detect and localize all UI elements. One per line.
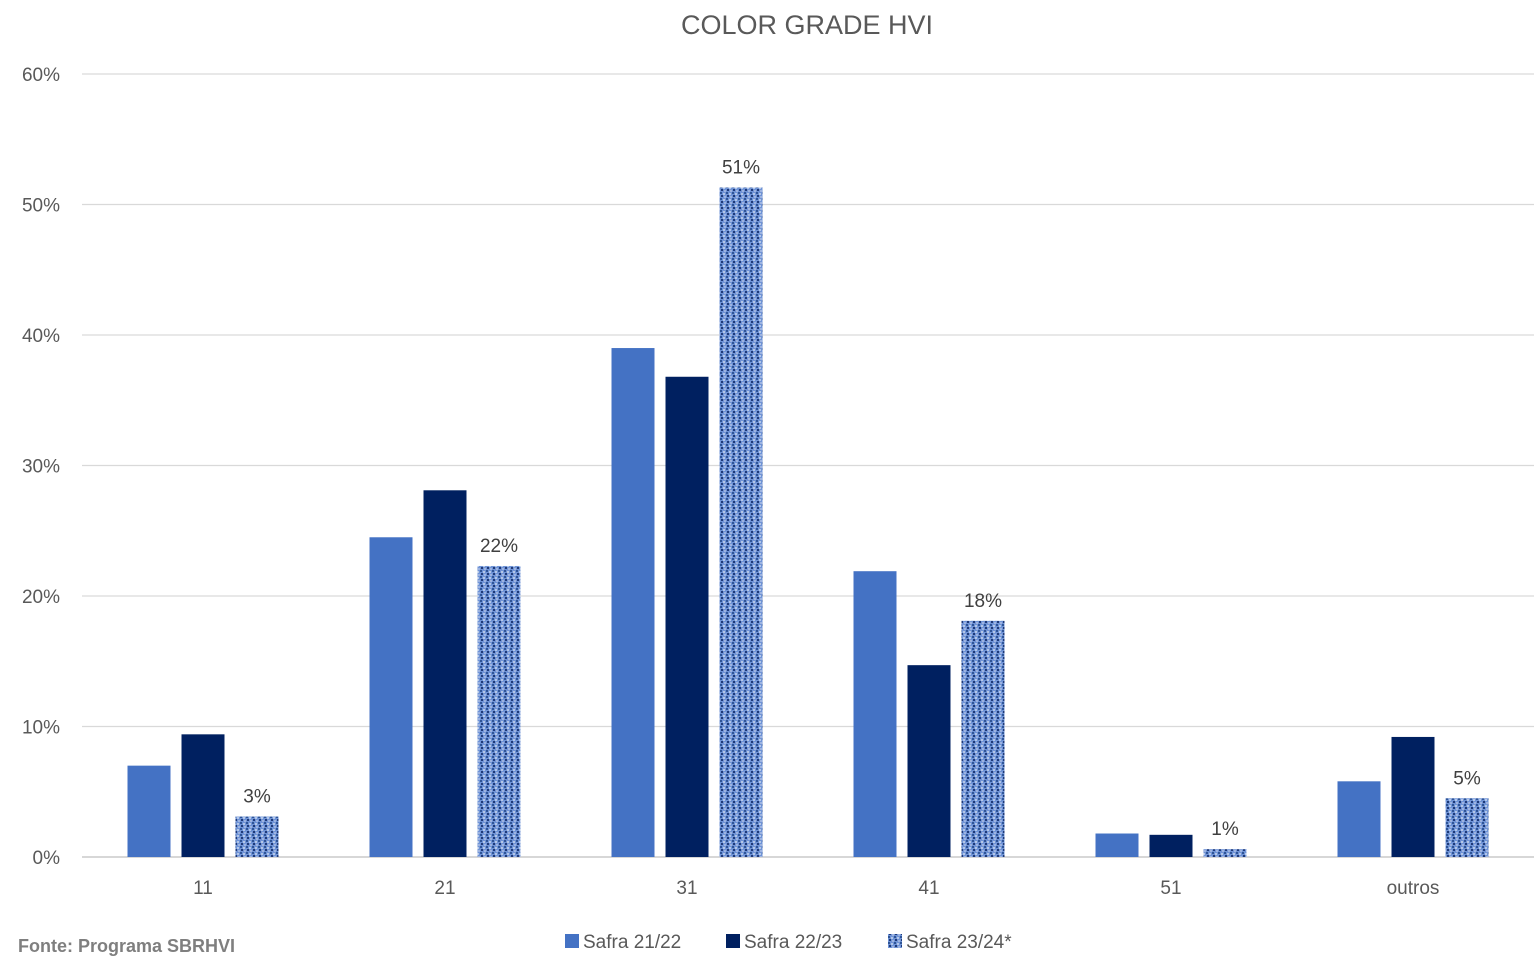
legend-label: Safra 23/24* [906, 932, 1012, 953]
legend-swatch [726, 934, 740, 948]
bar-safra-22-23 [423, 490, 467, 857]
bar-safra-21-22 [611, 348, 655, 857]
bars: 3% 22% 51% 18% 1% 5% [127, 158, 1489, 857]
y-tick-label: 20% [22, 587, 60, 608]
bar-safra-23-24- [235, 816, 279, 857]
bar-safra-21-22 [1095, 833, 1139, 857]
bar-safra-23-24- [961, 620, 1005, 857]
x-tick-label: 31 [676, 878, 697, 899]
x-tick-label: 41 [918, 878, 939, 899]
data-label: 51% [722, 158, 760, 179]
legend-swatch [565, 934, 579, 948]
data-label: 22% [480, 536, 518, 557]
bar-safra-23-24- [1203, 849, 1247, 857]
x-tick-label: 21 [434, 878, 455, 899]
bar-safra-23-24- [1445, 798, 1489, 857]
bar-safra-21-22 [1337, 781, 1381, 857]
bar-safra-22-23 [907, 665, 951, 857]
y-axis: 0% 10% 20% 30% 40% 50% 60% [22, 65, 60, 869]
x-axis: 11 21 31 41 51 outros [193, 878, 1439, 899]
legend-swatch [888, 934, 902, 948]
chart-title: COLOR GRADE HVI [681, 10, 933, 40]
source-note: Fonte: Programa SBRHVI [18, 936, 236, 956]
legend-label: Safra 21/22 [583, 932, 681, 953]
y-tick-label: 50% [22, 196, 60, 217]
bar-safra-23-24- [477, 565, 521, 857]
bar-safra-21-22 [369, 537, 413, 857]
data-label: 3% [243, 787, 271, 808]
y-tick-label: 10% [22, 718, 60, 739]
legend: Safra 21/22 Safra 22/23 Safra 23/24* [565, 932, 1012, 953]
x-tick-label: outros [1387, 878, 1440, 899]
data-label: 18% [964, 591, 1002, 612]
legend-label: Safra 22/23 [744, 932, 842, 953]
y-tick-label: 30% [22, 457, 60, 478]
bar-safra-22-23 [665, 376, 709, 857]
x-tick-label: 11 [193, 878, 213, 899]
bar-safra-21-22 [127, 765, 171, 857]
y-tick-label: 40% [22, 326, 60, 347]
gridlines [82, 73, 1534, 858]
y-tick-label: 60% [22, 65, 60, 86]
data-label: 5% [1453, 768, 1481, 789]
bar-safra-23-24- [719, 187, 763, 857]
data-label: 1% [1211, 819, 1239, 840]
bar-safra-21-22 [853, 571, 897, 857]
bar-safra-22-23 [1391, 736, 1435, 857]
y-tick-label: 0% [33, 848, 61, 869]
bar-safra-22-23 [1149, 834, 1193, 857]
bar-safra-22-23 [181, 734, 225, 857]
x-tick-label: 51 [1160, 878, 1181, 899]
